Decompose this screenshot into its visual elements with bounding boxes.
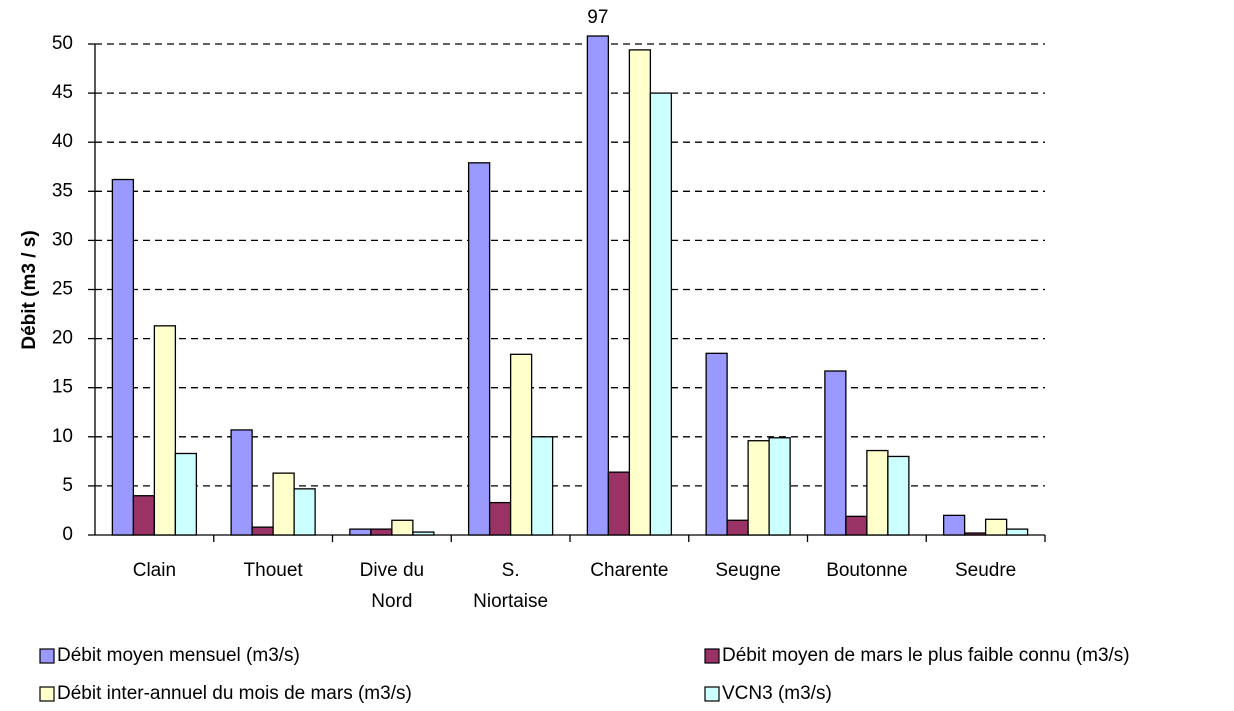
bar (111, 178, 135, 536)
y-tick-label: 30 (52, 229, 73, 250)
bar (845, 515, 868, 536)
y-tick-label: 10 (52, 426, 73, 447)
legend-label: Débit inter-annuel du mois de mars (m3/s… (57, 683, 412, 704)
bar (349, 528, 372, 536)
bar (530, 436, 554, 536)
bar (251, 526, 274, 536)
bar (370, 528, 393, 536)
bar (726, 519, 749, 536)
bar (747, 440, 770, 536)
bar (467, 162, 491, 536)
y-tick-label: 5 (62, 475, 73, 496)
bar (293, 488, 316, 536)
bar (230, 429, 253, 536)
legend-label: Débit moyen mensuel (m3/s) (57, 645, 300, 666)
bar (272, 472, 295, 536)
bar (768, 437, 791, 536)
bar (132, 495, 156, 536)
bar (887, 455, 910, 536)
legend-swatch (39, 686, 55, 702)
bar (153, 325, 177, 536)
legend-label: Débit moyen de mars le plus faible connu… (722, 645, 1130, 666)
x-tick-label: Dive du Nord (360, 560, 424, 612)
bar (174, 452, 198, 536)
data-label: 97 (587, 7, 608, 28)
y-tick-label: 0 (62, 524, 73, 545)
y-tick-label: 20 (52, 328, 73, 349)
legend-swatch (704, 648, 720, 664)
bar (866, 449, 889, 536)
bar (628, 49, 652, 536)
bar (509, 353, 533, 536)
y-tick-label: 15 (52, 377, 73, 398)
bar (1005, 528, 1029, 536)
x-tick-label: Seugne (715, 560, 781, 581)
bar (984, 518, 1008, 536)
bar (963, 532, 987, 536)
x-tick-label: Thouet (244, 560, 304, 581)
y-tick-label: 35 (52, 180, 73, 201)
bar (586, 35, 610, 536)
legend-swatch (704, 686, 720, 702)
x-tick-label: Seudre (955, 560, 1016, 581)
x-tick-label: S. Niortaise (473, 560, 548, 612)
bar (391, 519, 414, 536)
bar (607, 471, 631, 536)
x-tick-label: Boutonne (826, 560, 907, 581)
x-tick-label: Charente (590, 560, 668, 581)
y-axis-label: Débit (m3 / s) (19, 230, 40, 349)
bar (824, 370, 847, 536)
bar (705, 352, 728, 536)
y-tick-label: 40 (52, 131, 73, 152)
y-tick-label: 45 (52, 82, 73, 103)
legend-label: VCN3 (m3/s) (722, 683, 832, 704)
bar (412, 531, 435, 536)
y-tick-label: 50 (52, 33, 73, 54)
bar (488, 501, 512, 536)
y-tick-label: 25 (52, 279, 73, 300)
bar (649, 92, 673, 536)
x-tick-label: Clain (133, 560, 176, 581)
bar (942, 514, 966, 536)
legend-swatch (39, 648, 55, 664)
